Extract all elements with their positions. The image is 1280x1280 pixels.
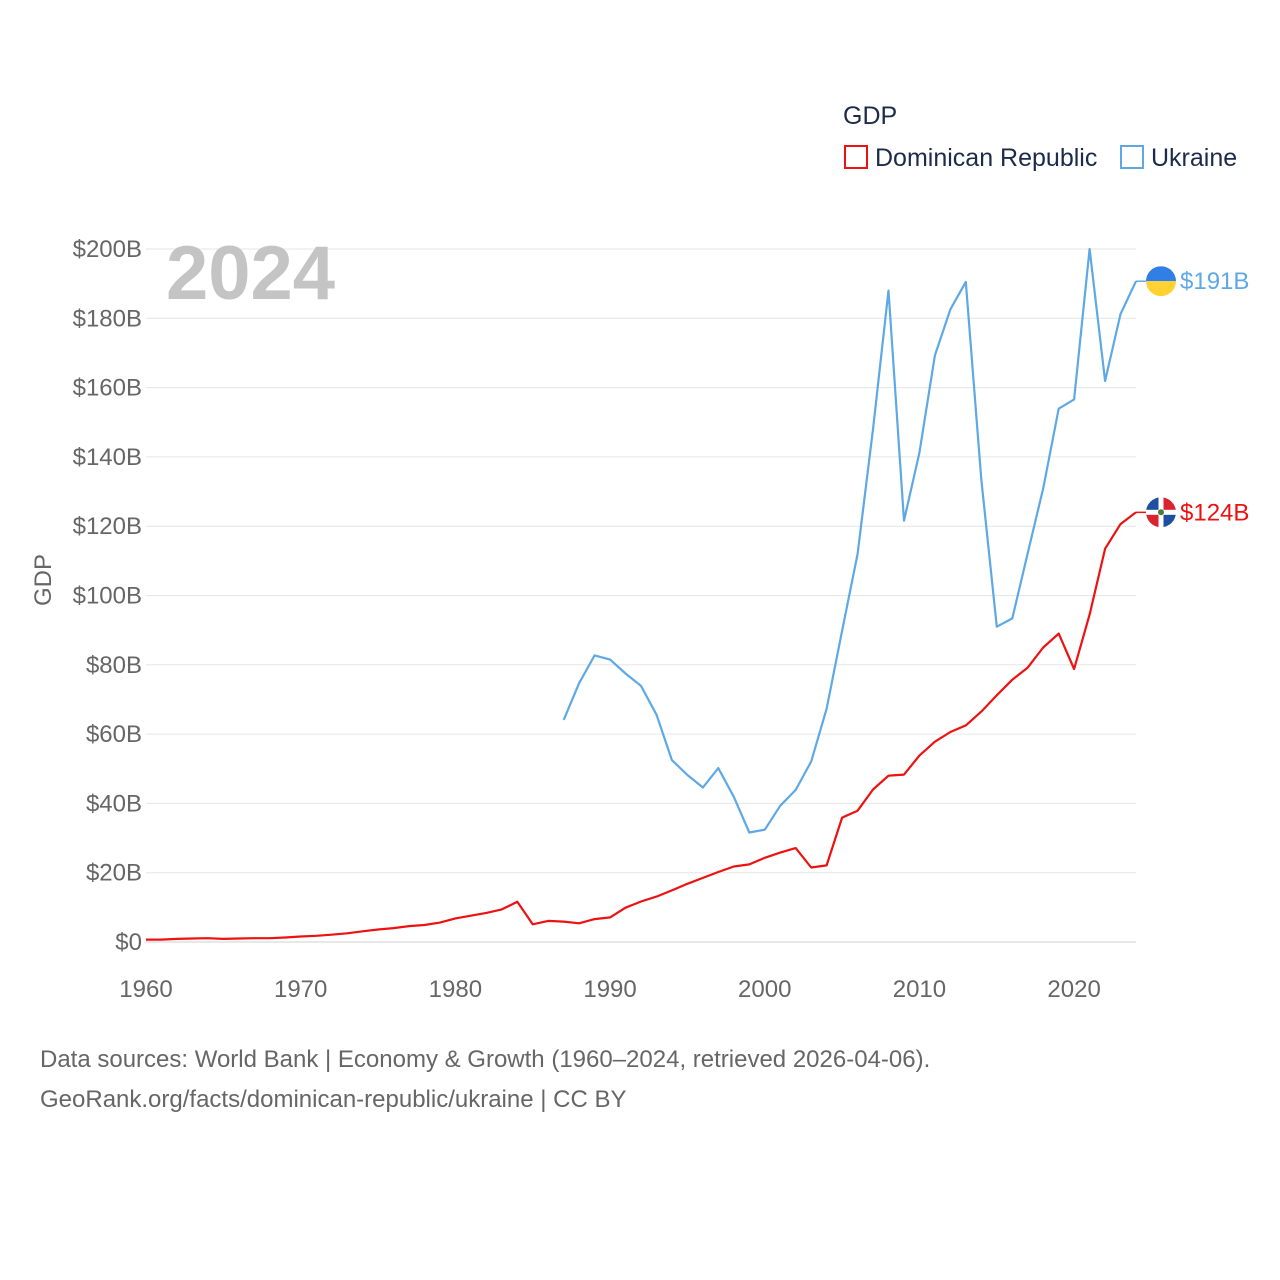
legend-label-dominican-republic: Dominican Republic bbox=[875, 144, 1097, 172]
y-tick-label: $80B bbox=[86, 652, 142, 679]
y-tick-label: $200B bbox=[73, 236, 142, 263]
series-line-ukraine bbox=[562, 247, 1137, 834]
data-sources-text: Data sources: World Bank | Economy & Gro… bbox=[40, 1046, 931, 1073]
legend-title: GDP bbox=[843, 102, 897, 130]
gridlines bbox=[146, 248, 1136, 943]
y-tick-label: $160B bbox=[73, 375, 142, 402]
x-tick-label: 2000 bbox=[738, 976, 791, 1003]
dominican-republic-flag-icon bbox=[1146, 497, 1176, 528]
y-axis-title: GDP bbox=[30, 554, 57, 606]
y-tick-label: $120B bbox=[73, 513, 142, 540]
legend-swatch-dominican-republic bbox=[844, 145, 868, 169]
x-tick-label: 1960 bbox=[119, 976, 172, 1003]
end-value-label-ukraine: $191B bbox=[1180, 268, 1249, 295]
y-tick-label: $60B bbox=[86, 721, 142, 748]
y-tick-label: $40B bbox=[86, 790, 142, 817]
legend-item-dominican-republic[interactable]: Dominican Republic bbox=[844, 144, 1097, 172]
legend: GDP Dominican Republic Ukraine bbox=[843, 102, 1237, 172]
legend-swatch-ukraine bbox=[1120, 145, 1144, 169]
y-tick-label: $20B bbox=[86, 860, 142, 887]
footer: Data sources: World Bank | Economy & Gro… bbox=[40, 1040, 1240, 1120]
x-tick-label: 1980 bbox=[429, 976, 482, 1003]
x-tick-label: 2010 bbox=[893, 976, 946, 1003]
legend-item-ukraine[interactable]: Ukraine bbox=[1120, 144, 1237, 172]
y-axis-tick-labels: $0 $20B $40B $60B $80B $100B $120B $140B $160B $1… bbox=[73, 236, 142, 956]
y-tick-label: $140B bbox=[73, 444, 142, 471]
x-tick-label: 1990 bbox=[583, 976, 636, 1003]
x-axis-tick-labels: 1960 1970 1980 1990 2000 2010 2020 bbox=[119, 976, 1101, 1003]
gdp-line-chart: $0 $20B $40B $60B $80B $100B $120B $140B $160B $1… bbox=[30, 102, 1249, 1003]
y-tick-label: $180B bbox=[73, 305, 142, 332]
series-line-dominican-republic bbox=[146, 511, 1137, 941]
source-url-text: GeoRank.org/facts/dominican-republic/ukr… bbox=[40, 1086, 627, 1113]
year-watermark: 2024 bbox=[166, 231, 335, 316]
series-lines bbox=[146, 247, 1146, 941]
end-value-label-dominican-republic: $124B bbox=[1180, 499, 1249, 526]
ukraine-flag-icon bbox=[1146, 266, 1176, 297]
y-tick-label: $100B bbox=[73, 583, 142, 610]
y-tick-label: $0 bbox=[115, 929, 142, 956]
x-tick-label: 1970 bbox=[274, 976, 327, 1003]
x-tick-label: 2020 bbox=[1047, 976, 1100, 1003]
legend-label-ukraine: Ukraine bbox=[1151, 144, 1237, 172]
